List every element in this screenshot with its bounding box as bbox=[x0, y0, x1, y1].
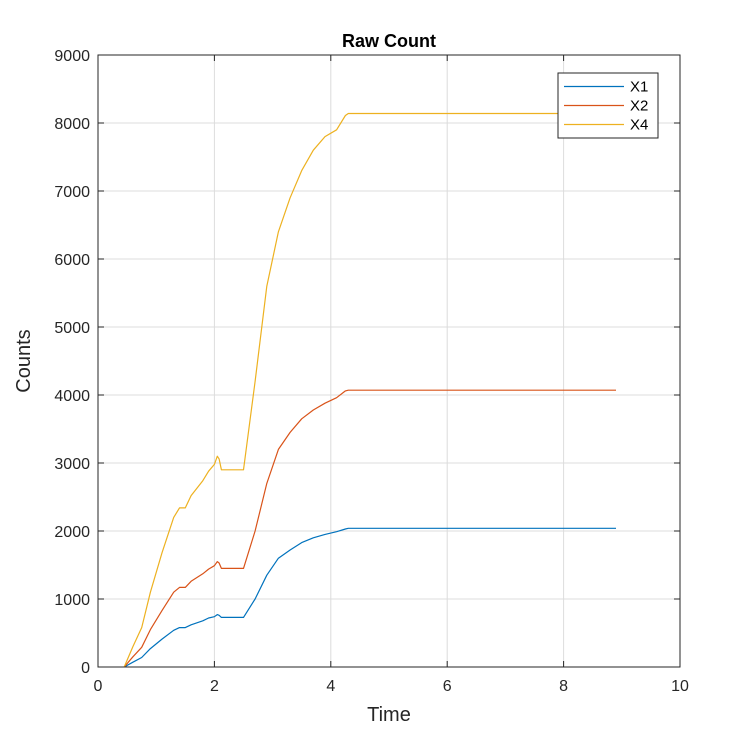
y-axis-label: Counts bbox=[13, 329, 35, 392]
y-tick-label: 6000 bbox=[54, 252, 90, 269]
series-line-x4 bbox=[123, 112, 616, 668]
y-tick-label: 4000 bbox=[54, 388, 90, 405]
x-tick-label: 10 bbox=[671, 678, 689, 695]
axis-ticks: 0 2 4 6 8 10 0 1000 2000 3000 4000 5000 6000 7000 8000… bbox=[54, 48, 689, 695]
x-axis-label: Time bbox=[367, 704, 411, 726]
plot-frame bbox=[97, 54, 681, 668]
y-tick-label: 0 bbox=[81, 660, 90, 677]
series-line-x2 bbox=[123, 389, 616, 668]
y-tick-label: 8000 bbox=[54, 116, 90, 133]
y-tick-label: 9000 bbox=[54, 48, 90, 65]
legend-label-x1: X1 bbox=[630, 79, 648, 96]
y-tick-label: 5000 bbox=[54, 320, 90, 337]
series-line-x1 bbox=[123, 527, 616, 668]
y-tick-label: 2000 bbox=[54, 524, 90, 541]
x-tick-label: 4 bbox=[326, 678, 335, 695]
x-tick-label: 2 bbox=[210, 678, 219, 695]
x-tick-label: 6 bbox=[443, 678, 452, 695]
legend-label-x4: X4 bbox=[630, 117, 648, 134]
x-tick-label: 8 bbox=[559, 678, 568, 695]
x-tick-label: 0 bbox=[94, 678, 103, 695]
y-tick-label: 3000 bbox=[54, 456, 90, 473]
y-tick-label: 7000 bbox=[54, 184, 90, 201]
series-lines bbox=[123, 112, 616, 668]
legend: X1 X2 X4 bbox=[557, 72, 659, 139]
y-tick-label: 1000 bbox=[54, 592, 90, 609]
grid-lines bbox=[97, 54, 681, 668]
legend-label-x2: X2 bbox=[630, 98, 648, 115]
chart-title: Raw Count bbox=[342, 31, 436, 51]
